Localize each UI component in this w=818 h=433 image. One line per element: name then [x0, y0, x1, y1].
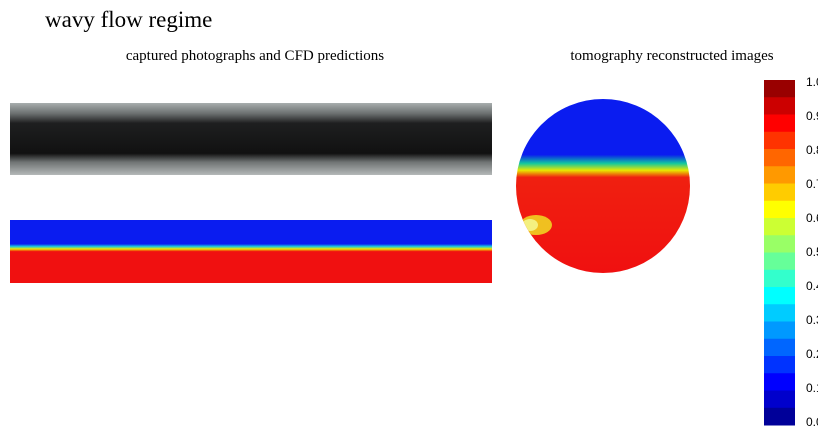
colorbar-segment: [764, 408, 795, 426]
colorbar-label: 0.1: [806, 381, 818, 395]
colorbar-label: 0.4: [806, 279, 818, 293]
title: wavy flow regime: [45, 7, 212, 32]
colorbar-segment: [764, 97, 795, 115]
colorbar-segment: [764, 391, 795, 409]
cfd-prediction: [10, 220, 492, 283]
colorbar-segment: [764, 201, 795, 219]
colorbar-label: 0.3: [806, 313, 818, 327]
colorbar-label: 0.7: [806, 177, 818, 191]
colorbar: 1.0 0.9 0.8 0.7 0.6 0.5 0.4 0.3 0.2 0.1 0.0: [764, 75, 818, 429]
colorbar-segment: [764, 356, 795, 374]
colorbar-label: 1.0: [806, 75, 818, 89]
tomography-field: [516, 99, 690, 273]
photograph: [10, 103, 492, 175]
tomography-blob-core: [522, 219, 538, 231]
colorbar-segment: [764, 218, 795, 236]
colorbar-label: 0.8: [806, 143, 818, 157]
colorbar-segment: [764, 149, 795, 167]
colorbar-segment: [764, 322, 795, 340]
right-caption: tomography reconstructed images: [570, 48, 773, 64]
colorbar-label: 0.5: [806, 245, 818, 259]
colorbar-segment: [764, 270, 795, 288]
colorbar-label: 0.2: [806, 347, 818, 361]
colorbar-label: 0.6: [806, 211, 818, 225]
colorbar-segment: [764, 166, 795, 184]
colorbar-segment: [764, 132, 795, 150]
figure: wavy flow regime captured photographs an…: [0, 0, 818, 433]
colorbar-segment: [764, 339, 795, 357]
colorbar-segment: [764, 184, 795, 202]
colorbar-segment: [764, 253, 795, 271]
colorbar-segment: [764, 287, 795, 305]
tomography-image: [516, 99, 690, 273]
colorbar-segment: [764, 235, 795, 253]
colorbar-label: 0.9: [806, 109, 818, 123]
colorbar-segment: [764, 373, 795, 391]
colorbar-segment: [764, 115, 795, 133]
left-caption: captured photographs and CFD predictions: [126, 48, 384, 64]
colorbar-segment: [764, 304, 795, 322]
colorbar-label: 0.0: [806, 415, 818, 429]
colorbar-segment: [764, 80, 795, 98]
